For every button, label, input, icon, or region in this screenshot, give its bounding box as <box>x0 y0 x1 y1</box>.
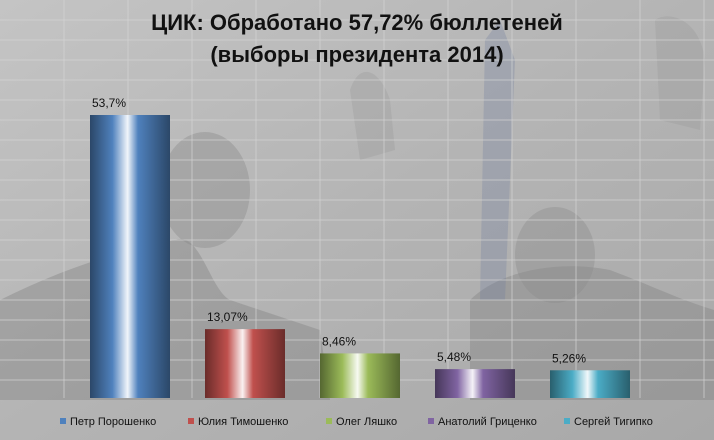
data-label-2: 13,07% <box>207 310 248 324</box>
legend-label-3: Олег Ляшко <box>336 416 397 428</box>
legend-label-4: Анатолий Гриценко <box>438 416 537 428</box>
bar-2 <box>205 329 285 398</box>
chart-title: ЦИК: Обработано 57,72% бюллетеней <box>151 10 563 35</box>
legend-label-5: Сергей Тигипко <box>574 416 653 428</box>
legend-marker-5 <box>564 418 570 424</box>
bar-1 <box>90 115 170 398</box>
legend: Петр Порошенко Юлия Тимошенко Олег Ляшко Ан… <box>60 416 653 428</box>
legend-marker-1 <box>60 418 66 424</box>
data-label-3: 8,46% <box>322 334 356 348</box>
legend-marker-4 <box>428 418 434 424</box>
data-label-1: 53,7% <box>92 96 126 110</box>
chart-subtitle: (выборы президента 2014) <box>210 42 503 67</box>
data-label-5: 5,26% <box>552 351 586 365</box>
legend-marker-3 <box>326 418 332 424</box>
legend-marker-2 <box>188 418 194 424</box>
bar-4 <box>435 369 515 398</box>
legend-label-1: Петр Порошенко <box>70 416 156 428</box>
bar-3 <box>320 353 400 398</box>
bars: 53,7% 13,07% 8,46% 5,48% 5,26% <box>90 96 630 398</box>
bar-5 <box>550 370 630 398</box>
data-label-4: 5,48% <box>437 350 471 364</box>
legend-label-2: Юлия Тимошенко <box>198 416 288 428</box>
